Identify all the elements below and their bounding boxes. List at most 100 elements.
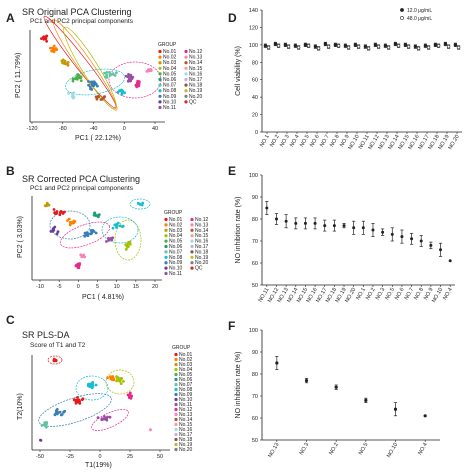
- scatter-point: [135, 84, 139, 88]
- panel-a-axes: [29, 30, 165, 123]
- data-point: [313, 221, 317, 225]
- legend-swatch: [184, 83, 188, 87]
- scatter-point: [127, 241, 130, 245]
- y-axis-label: NO inhibition rate (%): [235, 352, 242, 419]
- ellipse: [43, 15, 117, 109]
- panel-letter-f: F: [228, 319, 235, 333]
- legend-label: No.04: [163, 66, 177, 72]
- ellipse: [38, 393, 112, 427]
- y-tick-label: 50: [252, 283, 258, 289]
- scatter-point: [97, 215, 100, 219]
- data-point: [274, 217, 278, 221]
- scatter-point: [63, 61, 66, 65]
- legend-swatch: [174, 352, 178, 357]
- scatter-point: [106, 415, 109, 419]
- legend-label: No.13: [189, 55, 203, 61]
- data-point: [306, 44, 311, 48]
- scatter-point: [94, 95, 98, 99]
- y-tick-label: 90: [252, 195, 258, 201]
- scatter-point: [76, 265, 80, 269]
- legend-swatch: [164, 266, 168, 270]
- y-tick-label: 80: [252, 60, 258, 66]
- scatter-point: [63, 59, 67, 63]
- scatter-point: [56, 230, 60, 234]
- panel-b-axes: [31, 196, 162, 281]
- legend-swatch: [164, 228, 168, 232]
- x-tick-label: NO.8: [329, 134, 341, 148]
- x-tick-label: NO.13: [267, 442, 280, 459]
- y-tick-label: 60: [252, 416, 258, 422]
- scatter-point: [55, 408, 59, 411]
- y-tick-label: 0: [255, 130, 258, 136]
- legend-swatch: [184, 77, 188, 82]
- scatter-point: [44, 423, 48, 427]
- legend-label: No.19: [195, 255, 209, 261]
- scatter-point: [105, 240, 108, 243]
- data-point: [371, 228, 375, 232]
- scatter-point: [80, 398, 84, 401]
- data-point: [396, 44, 401, 48]
- scatter-point: [97, 213, 101, 217]
- data-point: [383, 44, 388, 48]
- scatter-point: [129, 396, 133, 400]
- data-point: [443, 42, 448, 46]
- scatter-point: [59, 211, 62, 214]
- x-tick-label: NO.7: [319, 134, 331, 148]
- legend-label: No.14: [189, 60, 203, 66]
- data-point: [313, 44, 318, 49]
- panel-b-subtitle: PC1 and PC2 principal components: [30, 185, 134, 192]
- scatter-point: [129, 74, 132, 78]
- legend-label: No.01: [179, 352, 193, 358]
- data-point: [373, 43, 378, 47]
- legend-label: No.06: [179, 377, 193, 383]
- y-tick-label: 20: [252, 113, 258, 119]
- scatter-point: [81, 254, 85, 257]
- data-point: [400, 235, 404, 239]
- panel-c-title: SR PLS-DA: [22, 330, 70, 340]
- legend-label: No.14: [195, 228, 209, 234]
- scatter-point: [53, 211, 57, 215]
- scatter-point: [121, 225, 124, 229]
- x-tick-label: 0: [98, 454, 101, 460]
- legend-swatch: [164, 244, 168, 249]
- panel-b-legend-title: GROUP: [164, 210, 183, 216]
- scatter-point: [77, 398, 81, 402]
- x-tick-label: NO.6: [309, 134, 321, 148]
- scatter-point: [100, 97, 104, 101]
- scatter-point: [115, 379, 118, 383]
- data-point: [423, 414, 427, 418]
- data-point: [303, 43, 308, 47]
- scatter-point: [54, 48, 57, 51]
- panel-b: SR Corrected PCA Clustering PC1 and PC2 …: [17, 174, 209, 301]
- panel-c-legend: No.01No.02No.03No.04No.05No.06No.07No.08…: [174, 352, 193, 453]
- scatter-point: [91, 83, 95, 87]
- data-point: [303, 221, 307, 225]
- data-point: [293, 44, 298, 48]
- panel-d: 0 20 40 60 80 100 120 140 Cell viability (%) NO.1…: [235, 8, 462, 151]
- data-point: [413, 44, 418, 49]
- scatter-point: [55, 210, 59, 213]
- data-point: [426, 45, 431, 50]
- scatter-point: [105, 76, 109, 79]
- scatter-point: [105, 71, 109, 74]
- scatter-point: [53, 413, 57, 417]
- data-point: [334, 385, 338, 389]
- data-point: [410, 237, 414, 241]
- x-tick-label: NO.1: [355, 287, 367, 301]
- legend-label: No.08: [169, 255, 183, 261]
- scatter-point: [43, 204, 47, 208]
- legend-swatch: [158, 77, 162, 82]
- scatter-point: [140, 203, 144, 207]
- legend-label: No.13: [179, 412, 193, 418]
- legend-swatch: [174, 397, 178, 402]
- x-tick-label: 5: [96, 284, 99, 290]
- panel-letter-b: B: [6, 164, 15, 178]
- legend-swatch: [174, 402, 178, 407]
- scatter-point: [58, 213, 62, 217]
- panel-letter-d: D: [228, 11, 237, 25]
- x-tick-label: NO.10: [386, 442, 399, 459]
- scatter-point: [119, 382, 123, 385]
- legend-swatch: [184, 72, 188, 76]
- scatter-point: [122, 380, 125, 383]
